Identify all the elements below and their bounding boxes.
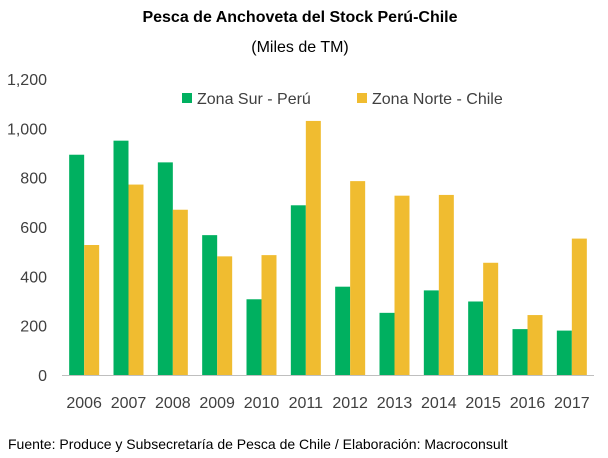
- bar-zona-sur-peru-2009: [202, 235, 218, 375]
- legend-label: Zona Sur - Perú: [197, 91, 311, 108]
- bar-zona-norte-chile-2008: [172, 209, 188, 375]
- bar-zona-sur-peru-2011: [290, 205, 306, 375]
- x-tick-label: 2007: [111, 395, 147, 412]
- x-tick-label: 2014: [421, 395, 457, 412]
- source-note: Fuente: Produce y Subsecretaría de Pesca…: [8, 436, 508, 452]
- bar-zona-sur-peru-2016: [512, 329, 528, 375]
- bar-zona-norte-chile-2013: [394, 195, 410, 375]
- y-tick-label: 0: [38, 368, 47, 385]
- x-tick-label: 2011: [289, 395, 324, 412]
- legend-swatch-zona-sur-peru: [182, 93, 192, 103]
- chart-subtitle: (Miles de TM): [251, 39, 349, 56]
- y-tick-label: 600: [20, 220, 47, 237]
- bar-zona-norte-chile-2017: [571, 238, 587, 375]
- x-tick-label: 2015: [465, 395, 501, 412]
- bar-zona-norte-chile-2016: [527, 315, 543, 375]
- y-tick-label: 1,200: [7, 72, 47, 89]
- legend-label: Zona Norte - Chile: [372, 91, 503, 108]
- bar-zona-sur-peru-2006: [69, 154, 85, 375]
- legend: Zona Sur - Perú Zona Norte - Chile: [182, 91, 503, 108]
- bar-zona-sur-peru-2014: [423, 290, 439, 375]
- x-tick-label: 2006: [66, 395, 102, 412]
- bar-zona-norte-chile-2012: [350, 181, 366, 375]
- bar-zona-norte-chile-2006: [84, 245, 100, 375]
- bar-zona-sur-peru-2015: [468, 301, 484, 375]
- bar-zona-sur-peru-2008: [157, 162, 173, 375]
- bar-zona-sur-peru-2007: [113, 140, 129, 375]
- bar-zona-norte-chile-2015: [483, 262, 499, 375]
- x-tick-label: 2013: [377, 395, 413, 412]
- x-tick-label: 2016: [510, 395, 546, 412]
- y-tick-label: 800: [20, 171, 47, 188]
- bar-zona-sur-peru-2010: [246, 299, 262, 375]
- bar-zona-sur-peru-2017: [556, 330, 572, 375]
- bar-zona-norte-chile-2007: [128, 184, 144, 375]
- x-tick-label: 2010: [244, 395, 280, 412]
- x-tick-label: 2008: [155, 395, 191, 412]
- bars: [69, 120, 587, 375]
- chart-title: Pesca de Anchoveta del Stock Perú-Chile: [142, 9, 457, 26]
- y-tick-label: 1,000: [7, 121, 47, 138]
- x-tick-label: 2009: [199, 395, 235, 412]
- x-tick-label: 2017: [554, 395, 590, 412]
- legend-swatch-zona-norte-chile: [357, 93, 367, 103]
- bar-zona-norte-chile-2009: [217, 256, 233, 375]
- y-tick-label: 400: [20, 269, 47, 286]
- bar-zona-norte-chile-2010: [261, 255, 277, 375]
- y-tick-label: 200: [20, 319, 47, 336]
- bar-zona-norte-chile-2011: [305, 120, 321, 375]
- x-tick-label: 2012: [332, 395, 368, 412]
- bar-zona-norte-chile-2014: [438, 194, 454, 375]
- bar-zona-sur-peru-2013: [379, 312, 395, 375]
- y-axis: 0 200 400 600 800 1,000 1,200: [7, 72, 47, 385]
- x-axis: 2006 2007 2008 2009 2010 2011 2012 2013 2014 2015…: [66, 395, 589, 412]
- bar-zona-sur-peru-2012: [335, 286, 351, 375]
